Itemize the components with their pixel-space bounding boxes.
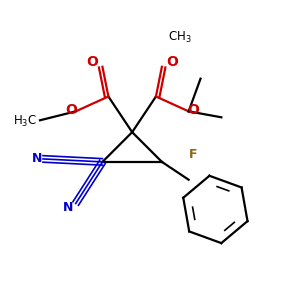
Text: N: N [63, 202, 74, 214]
Text: CH$_3$: CH$_3$ [168, 29, 191, 45]
Text: F: F [189, 148, 197, 161]
Text: O: O [167, 55, 178, 69]
Text: N: N [32, 152, 42, 165]
Text: H$_3$C: H$_3$C [13, 114, 37, 129]
Text: O: O [65, 103, 77, 117]
Text: O: O [187, 103, 199, 117]
Text: O: O [86, 55, 98, 69]
